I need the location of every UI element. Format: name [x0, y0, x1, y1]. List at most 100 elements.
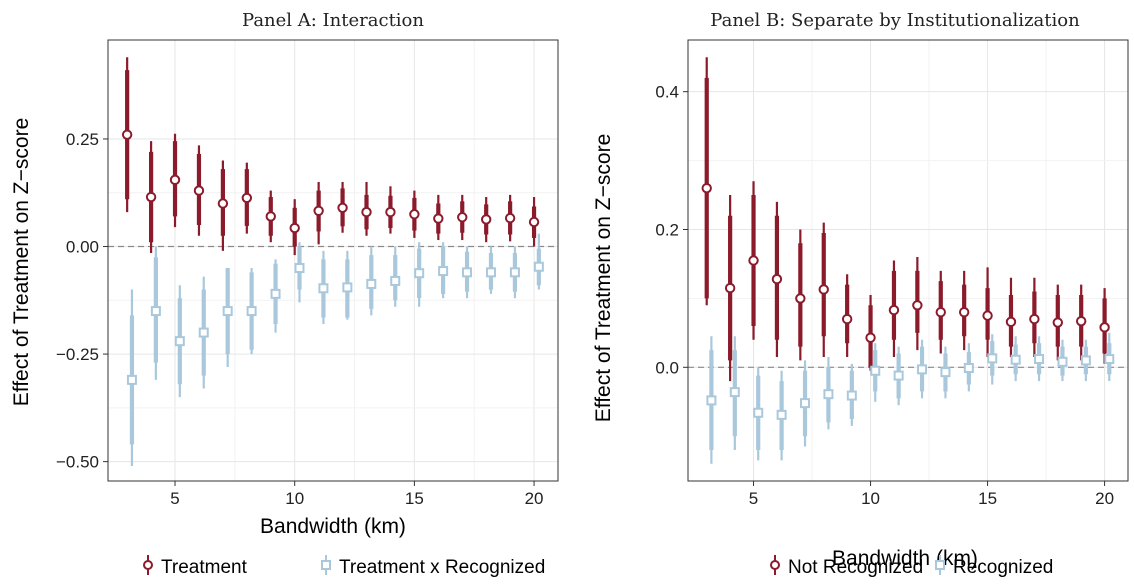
panel-b-not-recognized-point: [912, 300, 923, 311]
panel-a-treatment-point: [289, 222, 300, 234]
panel-b: Panel B: Separate by Institutionalizatio…: [592, 10, 1129, 578]
panel-a-ticks: 5 10 15 20 −0.50 −0.25 0.00 0.25: [56, 130, 544, 508]
panel-b-not-recognized-point: [818, 284, 829, 295]
panel-b-plot-frame: [687, 39, 1129, 482]
panel-b-not-recognized-point: [888, 304, 900, 316]
panel-b-recognized-point: [776, 409, 787, 420]
panel-a-treatment-x-recognized-point: [318, 283, 329, 294]
panel-b-x-tick-label: 5: [749, 489, 758, 508]
panel-a-legend-key-marker: [321, 560, 331, 570]
panel-a-title: Panel A: Interaction: [242, 10, 424, 31]
panel-b-recognized-point: [800, 398, 811, 409]
panel-b-not-recognized-point: [982, 310, 993, 321]
panel-a-x-tick-label: 20: [525, 489, 544, 508]
panel-a-treatment-point: [528, 216, 540, 228]
panel-b-not-recognized-point: [771, 273, 783, 285]
panel-b-not-recognized-point: [935, 306, 946, 318]
panel-a-treatment-x-recognized-point: [174, 336, 185, 347]
panel-a-y-axis-title: Effect of Treatment on Z−score: [10, 118, 33, 407]
panel-b-recognized-point: [753, 407, 764, 418]
panel-a-treatment-x-recognized-point: [270, 288, 281, 299]
panel-b-not-recognized-point: [1099, 322, 1110, 333]
panel-a-treatment-point: [217, 198, 229, 209]
panel-b-legend-label: Not Recognized: [788, 557, 923, 578]
panel-a-treatment-x-recognized-point: [462, 267, 473, 278]
panel-b-recognized-point: [846, 390, 857, 401]
panel-b-recognized-point: [1057, 356, 1068, 367]
panel-a-treatment-point: [313, 205, 324, 217]
panel-b-legend-key-marker: [770, 560, 780, 570]
panel-b-not-recognized-point: [958, 306, 970, 318]
panel-b-y-tick-label: 0.2: [655, 220, 679, 239]
panel-a-treatment-x-recognized-point: [294, 263, 305, 274]
panel-b-not-recognized-point: [1029, 313, 1040, 325]
panel-b-y-tick-label: 0.0: [655, 358, 679, 377]
panel-a-legend-key-marker: [143, 560, 153, 570]
panel-a-treatment-point: [504, 212, 516, 224]
panel-b-recognized-point: [823, 389, 834, 400]
panel-a-treatment-point: [169, 174, 181, 186]
panel-a-treatment-x-recognized-point: [342, 282, 353, 293]
panel-b-y-axis-title: Effect of Treatment on Z−score: [592, 134, 615, 423]
panel-a-treatment-x-recognized-point: [246, 306, 257, 317]
panel-b-y-tick-label: 0.4: [655, 83, 679, 102]
panel-b-recognized-point: [1104, 354, 1115, 365]
panel-a-y-tick-label: 0.00: [66, 238, 99, 257]
panel-b-not-recognized-point: [1005, 316, 1017, 328]
panel-a-treatment-point: [241, 192, 253, 204]
panel-b-legend-key-marker: [935, 560, 945, 570]
panel-a-treatment-x-recognized-point: [414, 268, 425, 279]
panel-b-recognized-point: [1010, 354, 1021, 365]
panel-b-x-tick-label: 20: [1095, 489, 1114, 508]
panel-b-recognized-point: [729, 387, 740, 398]
panel-b-not-recognized-point: [1075, 315, 1087, 327]
panel-b-x-tick-label: 15: [978, 489, 997, 508]
panel-b-not-recognized-point: [701, 182, 712, 194]
panel-b-recognized-point: [940, 367, 951, 378]
panel-a-y-tick-label: −0.25: [56, 345, 99, 364]
panel-a-treatment-x-recognized-point: [126, 374, 137, 385]
panel-b-title: Panel B: Separate by Institutionalizatio…: [710, 10, 1080, 31]
panel-b-ticks: 5 10 15 20 0.0 0.2 0.4: [655, 83, 1114, 508]
panel-b-recognized-point: [917, 364, 928, 375]
panel-a-treatment-x-recognized-point: [198, 327, 209, 338]
panel-b-not-recognized-point: [724, 282, 736, 294]
panel-a-legend-label: Treatment x Recognized: [339, 557, 545, 578]
panel-a-treatment-point: [121, 129, 133, 140]
panel-a-treatment-x-recognized-point: [438, 266, 449, 277]
panel-b-not-recognized-point: [1052, 317, 1063, 328]
panel-b-recognized-point: [706, 395, 717, 406]
panel-b-not-recognized-point: [865, 332, 876, 343]
panel-a-treatment-point: [457, 212, 468, 223]
panel-b-marks: [701, 57, 1115, 464]
panel-b-recognized-point: [963, 362, 974, 373]
panel-a-treatment-x-recognized-point: [509, 267, 520, 278]
panel-a-treatment-point: [265, 211, 276, 222]
panel-a-treatment-point: [145, 191, 157, 203]
panel-a-marks: [121, 57, 544, 466]
panel-a-treatment-x-recognized-point: [366, 278, 377, 289]
panel-b-not-recognized-point: [841, 313, 853, 325]
panel-a-treatment-point: [193, 185, 205, 196]
panel-a-treatment-x-recognized-point: [390, 275, 401, 286]
panel-a-treatment-point: [480, 214, 492, 225]
panel-a-treatment-point: [385, 206, 396, 218]
panel-a-treatment-x-recognized-point: [533, 261, 544, 272]
panel-a-x-tick-label: 5: [170, 489, 179, 508]
panel-a-treatment-point: [337, 202, 348, 213]
panel-b-recognized-point: [1080, 355, 1091, 366]
panel-b-legend: Not Recognized Recognized: [770, 555, 1053, 578]
panel-a-x-tick-label: 15: [405, 489, 424, 508]
panel-a-treatment-point: [409, 209, 420, 220]
panel-b-recognized-point: [870, 365, 881, 376]
panel-a-treatment-point: [433, 213, 444, 224]
panel-a-treatment-x-recognized-point: [222, 306, 233, 317]
panel-a-x-tick-label: 10: [285, 489, 304, 508]
panel-a-y-tick-label: −0.50: [56, 453, 99, 472]
panel-a-treatment-x-recognized-point: [150, 306, 161, 317]
panel-a-plot-frame: [107, 39, 559, 482]
panel-b-recognized-point: [987, 353, 998, 364]
panel-a-treatment-point: [361, 206, 372, 218]
panel-a-legend: Treatment Treatment x Recognized: [143, 555, 545, 578]
